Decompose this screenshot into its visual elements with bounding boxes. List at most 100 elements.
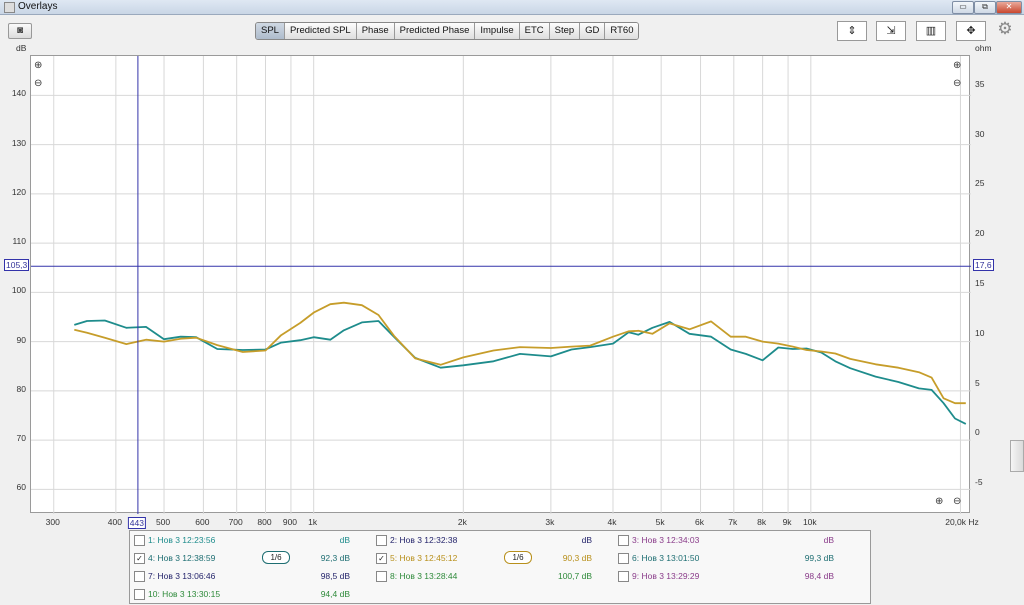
x-tick-label: 700 — [228, 517, 243, 527]
y2-tick-label: 35 — [975, 78, 985, 89]
grid-columns-icon[interactable]: ▥ — [916, 21, 946, 41]
tab-gd[interactable]: GD — [580, 23, 606, 39]
x-tick-label: 300 — [45, 517, 60, 527]
zoom-in-x-icon[interactable]: ⊕ — [935, 496, 944, 507]
measurement-checkbox[interactable] — [618, 535, 629, 546]
measurement-value: 90,3 dB — [562, 553, 592, 563]
y-tick-label: 140 — [11, 88, 26, 99]
measurement-name[interactable]: 6: Нов 3 13:01:50 — [632, 553, 700, 563]
measurement-checkbox[interactable] — [134, 571, 145, 582]
y-tick-label: 120 — [11, 186, 26, 197]
restore-button[interactable]: ⧉ — [974, 1, 996, 14]
left-axis-unit: dB — [16, 43, 27, 53]
y-tick-label: 80 — [16, 383, 26, 394]
x-tick-label: 5k — [655, 517, 665, 527]
measurement-checkbox[interactable] — [376, 571, 387, 582]
cursor-y2-label: 17,6 — [973, 259, 994, 272]
zoom-in-y-right-icon[interactable]: ⊕ — [953, 60, 962, 71]
y-tick-label: 90 — [16, 334, 26, 345]
x-tick-label: 3k — [545, 517, 555, 527]
graph-tabs: SPL Predicted SPL Phase Predicted Phase Impu… — [255, 22, 640, 40]
move-arrows-icon[interactable]: ✥ — [956, 21, 986, 41]
measurement-name[interactable]: 3: Нов 3 12:34:03 — [632, 535, 700, 545]
x-tick-label: 4k — [607, 517, 617, 527]
legend-item[interactable]: ✓ 5: Нов 3 12:45:12 1/6 90,3 dB — [376, 549, 612, 567]
measurement-name[interactable]: 10: Нов 3 13:30:15 — [148, 589, 221, 599]
zoom-out-y-right-icon[interactable]: ⊖ — [953, 78, 962, 89]
tab-predicted-spl[interactable]: Predicted SPL — [284, 23, 357, 39]
smoothing-badge[interactable]: 1/6 — [262, 551, 290, 564]
series-line-1 — [74, 319, 967, 425]
gear-icon[interactable]: ⚙ — [997, 19, 1013, 38]
measurement-name[interactable]: 8: Нов 3 13:28:44 — [390, 571, 458, 581]
toolbar: ◙ SPL Predicted SPL Phase Predicted Phase Im… — [0, 15, 1024, 55]
y2-tick-label: 15 — [975, 278, 985, 288]
measurement-checkbox[interactable]: ✓ — [134, 553, 145, 564]
cursor-y-label: 105,3 — [4, 259, 30, 272]
legend-item[interactable]: 1: Нов 3 12:23:56 dB — [134, 531, 370, 549]
app-icon — [4, 2, 15, 13]
scroll-handle[interactable] — [1010, 440, 1024, 472]
legend-item[interactable]: 3: Нов 3 12:34:03 dB — [618, 531, 854, 549]
right-axis-unit: ohm — [975, 43, 992, 53]
tab-phase[interactable]: Phase — [356, 23, 395, 39]
measurement-name[interactable]: 5: Нов 3 12:45:12 — [390, 553, 458, 563]
tab-spl[interactable]: SPL — [256, 23, 285, 39]
fit-vertical-icon[interactable]: ⇕ — [837, 21, 867, 41]
smoothing-badge[interactable]: 1/6 — [504, 551, 532, 564]
y2-tick-label: 20 — [975, 228, 985, 239]
y-tick-label: 70 — [16, 433, 26, 444]
spl-plot-area[interactable]: ⊕ ⊖ ⊕ ⊖ ⊕ ⊖ — [30, 55, 971, 514]
measurement-value: 92,3 dB — [320, 553, 350, 563]
measurement-checkbox[interactable] — [618, 553, 629, 564]
y2-tick-label: 0 — [975, 427, 980, 438]
tab-impulse[interactable]: Impulse — [475, 23, 520, 39]
zoom-out-y-left-icon[interactable]: ⊖ — [34, 78, 43, 89]
x-tick-label: 2k — [457, 517, 467, 527]
legend-item[interactable]: 2: Нов 3 12:32:38 dB — [376, 531, 612, 549]
zoom-out-x-icon[interactable]: ⊖ — [953, 496, 962, 507]
measurement-checkbox[interactable]: ✓ — [376, 553, 387, 564]
cursor-x-label: 443 — [127, 517, 146, 529]
measurement-checkbox[interactable] — [618, 571, 629, 582]
y2-tick-label: 10 — [975, 327, 985, 338]
legend-item[interactable]: 6: Нов 3 13:01:50 99,3 dB — [618, 549, 854, 567]
measurement-checkbox[interactable] — [134, 535, 145, 546]
tab-step[interactable]: Step — [549, 23, 581, 39]
y2-tick-label: 30 — [975, 128, 985, 139]
measurement-value: dB — [823, 535, 834, 545]
tab-predicted-phase[interactable]: Predicted Phase — [394, 23, 476, 39]
measurement-checkbox[interactable] — [134, 589, 145, 600]
fit-range-icon[interactable]: ⇲ — [876, 21, 906, 41]
measurement-checkbox[interactable] — [376, 535, 387, 546]
y2-tick-label: -5 — [975, 477, 983, 488]
legend-row: ✓ 4: Нов 3 12:38:59 1/6 92,3 dB ✓ 5: Нов 3 12… — [130, 549, 870, 567]
zoom-in-y-left-icon[interactable]: ⊕ — [34, 60, 43, 71]
close-button[interactable]: ✕ — [996, 1, 1022, 14]
x-tick-label: 20,0k Hz — [945, 517, 979, 527]
measurement-value: 99,3 dB — [804, 553, 834, 563]
x-tick-label: 1k — [308, 517, 318, 527]
legend-row: 10: Нов 3 13:30:15 94,4 dB — [130, 585, 870, 603]
measurement-name[interactable]: 4: Нов 3 12:38:59 — [148, 553, 216, 563]
minimize-button[interactable]: ▭ — [952, 1, 974, 14]
y-tick-label: 130 — [11, 137, 26, 148]
legend-item[interactable]: 7: Нов 3 13:06:46 98,5 dB — [134, 567, 370, 585]
legend-item[interactable]: 9: Нов 3 13:29:29 98,4 dB — [618, 567, 854, 585]
x-tick-label: 400 — [107, 517, 122, 527]
measurement-name[interactable]: 2: Нов 3 12:32:38 — [390, 535, 458, 545]
camera-icon[interactable]: ◙ — [8, 23, 32, 39]
window-title: Overlays — [18, 1, 58, 12]
legend-item[interactable]: ✓ 4: Нов 3 12:38:59 1/6 92,3 dB — [134, 549, 370, 567]
measurement-name[interactable]: 7: Нов 3 13:06:46 — [148, 571, 216, 581]
tab-rt60[interactable]: RT60 — [605, 23, 639, 39]
legend-item[interactable]: 10: Нов 3 13:30:15 94,4 dB — [134, 585, 370, 603]
measurement-name[interactable]: 9: Нов 3 13:29:29 — [632, 571, 700, 581]
legend-item[interactable]: 8: Нов 3 13:28:44 100,7 dB — [376, 567, 612, 585]
x-tick-label: 500 — [155, 517, 171, 527]
measurement-name[interactable]: 1: Нов 3 12:23:56 — [148, 535, 216, 545]
spl-chart[interactable] — [31, 56, 971, 514]
x-tick-label: 800 — [257, 517, 272, 527]
tab-etc[interactable]: ETC — [519, 23, 550, 39]
y-tick-label: 110 — [12, 236, 26, 247]
